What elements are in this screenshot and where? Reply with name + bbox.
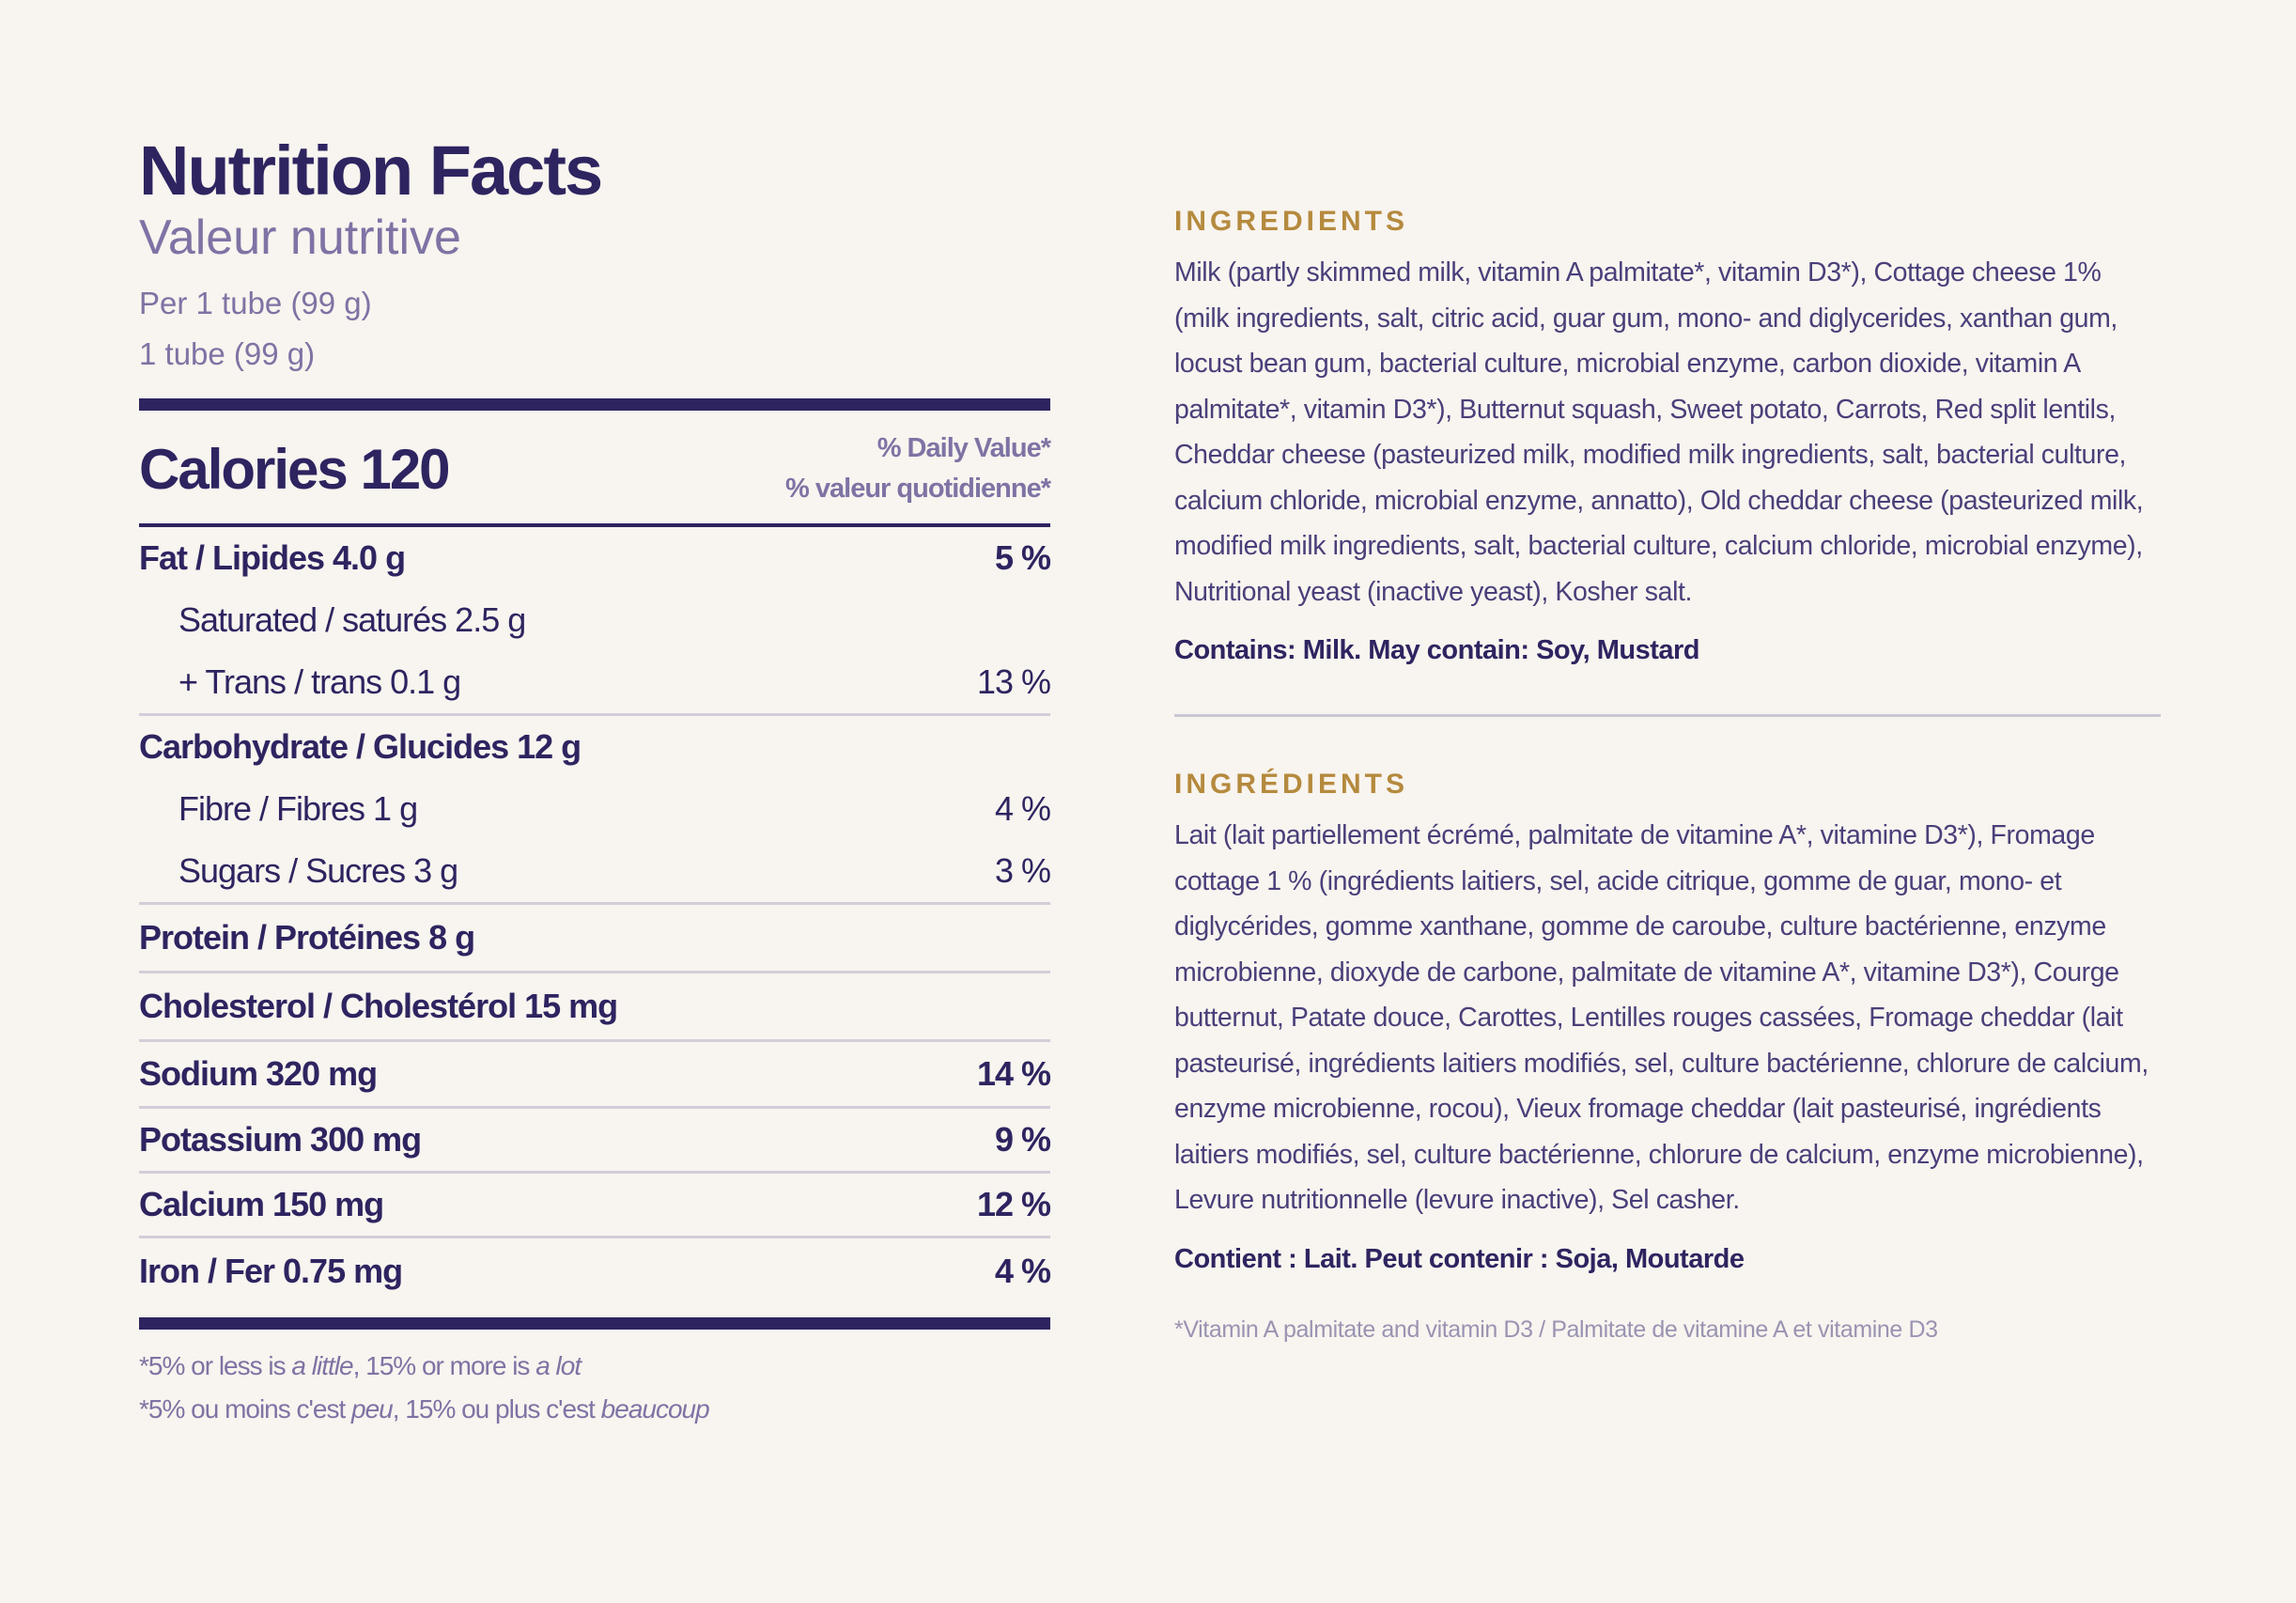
daily-value-en: % Daily Value* <box>877 433 1051 463</box>
footnote-emphasis: a little <box>291 1351 353 1380</box>
calories-label: Calories 120 <box>139 437 451 501</box>
divider-thin <box>139 902 1050 905</box>
nutrient-row-fat: Fat / Lipides 4.0 g 5 % <box>139 527 1051 589</box>
nutrient-label: Potassium 300 mg <box>139 1120 422 1159</box>
nutrient-pct: 4 % <box>994 789 1051 828</box>
divider-thin <box>139 1039 1050 1042</box>
nutrient-label: Protein / Protéines 8 g <box>139 918 475 957</box>
allergen-statement-fr: Contient : Lait. Peut contenir : Soja, M… <box>1174 1243 1745 1274</box>
divider-thin <box>139 713 1050 716</box>
divider-thin <box>139 1236 1050 1238</box>
nutrition-subtitle: Valeur nutritive <box>139 210 461 265</box>
ingredients-panel: INGREDIENTS Milk (partly skimmed milk, v… <box>1174 203 2161 1346</box>
nutrient-row-trans: + Trans / trans 0.1 g 13 % <box>139 651 1051 713</box>
nutrient-label: Cholesterol / Cholestérol 15 mg <box>139 987 618 1025</box>
nutrient-pct: 5 % <box>994 538 1051 577</box>
footnote-text: , 15% ou plus c'est <box>392 1394 601 1424</box>
divider-thick-bottom <box>139 1317 1050 1330</box>
nutrient-row-fibre: Fibre / Fibres 1 g 4 % <box>139 778 1051 840</box>
nutrient-row-iron: Iron / Fer 0.75 mg 4 % <box>139 1238 1051 1304</box>
serving-size-fr: 1 tube (99 g) <box>139 336 316 371</box>
nutrient-label: Sugars / Sucres 3 g <box>178 851 458 890</box>
divider-thin <box>139 1171 1050 1174</box>
ingredients-text-fr: Lait (lait partiellement écrémé, palmita… <box>1174 820 2149 1215</box>
nutrition-facts-panel: Nutrition Facts Valeur nutritive Per 1 t… <box>139 132 1051 1431</box>
nutrient-row-carbohydrate: Carbohydrate / Glucides 12 g <box>139 716 1050 778</box>
daily-value-header: % Daily Value* % valeur quotidienne* <box>785 428 1051 509</box>
ingredients-text-en: Milk (partly skimmed milk, vitamin A pal… <box>1174 257 2144 607</box>
divider-thin <box>139 971 1050 973</box>
nutrition-title: Nutrition Facts <box>139 132 603 210</box>
nutrient-row-potassium: Potassium 300 mg 9 % <box>139 1109 1051 1171</box>
nutrient-label: + Trans / trans 0.1 g <box>178 662 461 701</box>
footnote-text: *5% ou moins c'est <box>139 1394 352 1424</box>
nutrient-label: Fat / Lipides 4.0 g <box>139 538 406 577</box>
nutrient-pct: 9 % <box>994 1120 1051 1159</box>
nutrient-label: Sodium 320 mg <box>139 1054 378 1093</box>
nutrient-row-cholesterol: Cholesterol / Cholestérol 15 mg <box>139 973 1050 1039</box>
section-divider <box>1174 714 2161 717</box>
nutrient-pct: 14 % <box>976 1054 1051 1093</box>
nutrient-row-calcium: Calcium 150 mg 12 % <box>139 1174 1051 1236</box>
nutrient-pct: 12 % <box>976 1185 1051 1223</box>
divider-thin <box>139 1106 1050 1109</box>
footnote-emphasis: beaucoup <box>600 1394 710 1424</box>
footnote-fr: *5% ou moins c'est peu, 15% ou plus c'es… <box>139 1388 1050 1431</box>
nutrient-label: Fibre / Fibres 1 g <box>178 789 418 828</box>
nutrient-row-saturated: Saturated / saturés 2.5 g <box>139 589 1050 651</box>
ingredients-heading-en: INGREDIENTS <box>1174 206 1409 237</box>
footnote-text: *5% or less is <box>139 1351 292 1380</box>
nutrient-pct: 3 % <box>994 851 1051 890</box>
nutrient-row-protein: Protein / Protéines 8 g <box>139 905 1050 971</box>
nutrient-label: Saturated / saturés 2.5 g <box>178 600 526 639</box>
daily-value-fr: % valeur quotidienne* <box>785 474 1051 504</box>
nutrient-label: Calcium 150 mg <box>139 1185 384 1223</box>
allergen-statement-en: Contains: Milk. May contain: Soy, Mustar… <box>1174 635 1700 665</box>
footnote-emphasis: a lot <box>535 1351 582 1380</box>
serving-size-en: Per 1 tube (99 g) <box>139 286 372 320</box>
nutrient-row-sugars: Sugars / Sucres 3 g 3 % <box>139 840 1051 902</box>
calories-row: Calories 120 % Daily Value* % valeur quo… <box>139 414 1051 523</box>
footnote-emphasis: peu <box>351 1394 394 1424</box>
nutrient-pct: 13 % <box>976 662 1051 701</box>
divider-medium <box>139 523 1050 527</box>
nutrient-row-sodium: Sodium 320 mg 14 % <box>139 1042 1051 1106</box>
nutrient-pct: 4 % <box>994 1252 1051 1290</box>
nutrient-label: Iron / Fer 0.75 mg <box>139 1252 403 1290</box>
footnote-en: *5% or less is a little, 15% or more is … <box>139 1345 1050 1388</box>
vitamin-footnote: *Vitamin A palmitate and vitamin D3 / Pa… <box>1174 1315 1938 1343</box>
divider-thick-top <box>139 398 1050 411</box>
ingredients-heading-fr: INGRÉDIENTS <box>1174 769 1409 800</box>
nutrient-label: Carbohydrate / Glucides 12 g <box>139 727 582 766</box>
footnote-text: , 15% or more is <box>352 1351 536 1380</box>
